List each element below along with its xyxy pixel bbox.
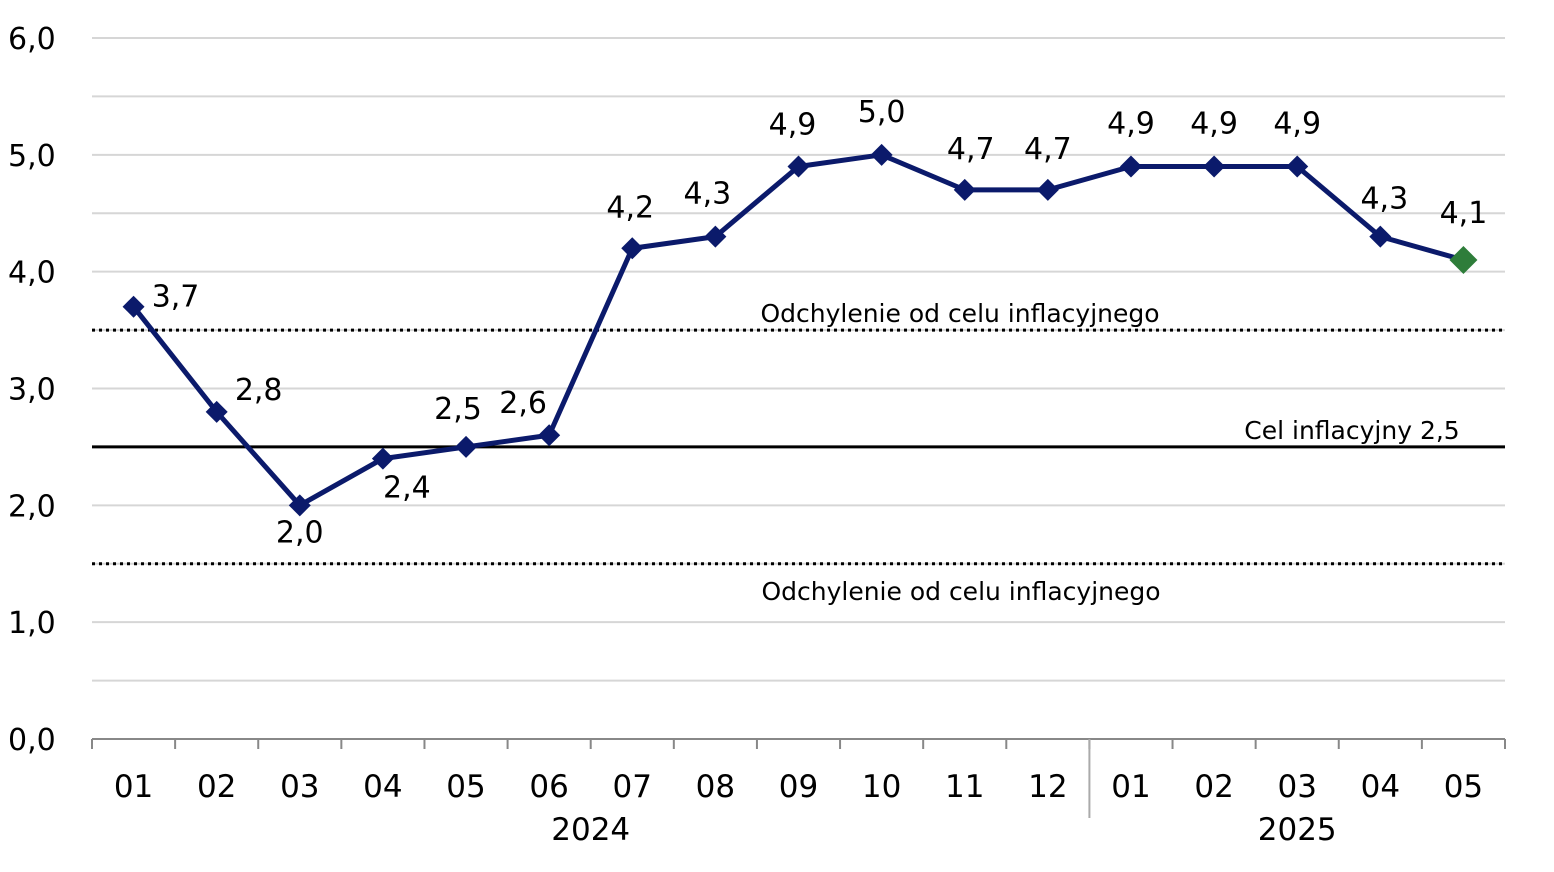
y-tick-label: 2,0 bbox=[8, 489, 56, 524]
x-tick-label: 05 bbox=[446, 769, 485, 805]
x-tick-label: 01 bbox=[1111, 769, 1150, 805]
data-label: 4,1 bbox=[1440, 196, 1488, 231]
y-tick-label: 0,0 bbox=[8, 723, 56, 758]
y-tick-label: 4,0 bbox=[8, 256, 56, 291]
year-label: 2025 bbox=[1258, 812, 1337, 848]
x-tick-label: 02 bbox=[197, 769, 236, 805]
data-label: 2,4 bbox=[383, 471, 431, 506]
reference-lines: Odchylenie od celu inflacyjnego Cel infla… bbox=[92, 299, 1505, 606]
data-label: 2,0 bbox=[276, 515, 324, 550]
x-tick-label: 02 bbox=[1194, 769, 1233, 805]
data-label: 2,6 bbox=[499, 386, 547, 421]
data-point-marker bbox=[205, 400, 228, 423]
x-axis: 01 02 03 04 05 06 07 08 09 10 11 12 01 02 03 04 05 2024 20… bbox=[91, 738, 1506, 848]
x-tick-label: 04 bbox=[1361, 769, 1400, 805]
data-label: 4,3 bbox=[1360, 182, 1408, 217]
data-label: 4,9 bbox=[1107, 107, 1155, 142]
reference-line-label: Cel inflacyjny 2,5 bbox=[1244, 416, 1459, 445]
x-tick-label: 06 bbox=[529, 769, 568, 805]
data-label: 2,8 bbox=[235, 373, 283, 408]
data-point-marker bbox=[1036, 178, 1059, 201]
x-tick-label: 01 bbox=[114, 769, 153, 805]
data-label: 4,3 bbox=[684, 177, 732, 212]
x-tick-label: 11 bbox=[945, 769, 984, 805]
data-point-marker bbox=[953, 178, 976, 201]
data-point-marker bbox=[1203, 155, 1226, 178]
x-tick-label: 10 bbox=[862, 769, 901, 805]
year-label: 2024 bbox=[551, 812, 630, 848]
y-tick-label: 1,0 bbox=[8, 606, 56, 641]
series-line bbox=[122, 143, 1478, 517]
x-tick-label: 12 bbox=[1028, 769, 1067, 805]
x-tick-label: 09 bbox=[779, 769, 818, 805]
data-label: 4,7 bbox=[1024, 132, 1072, 167]
data-point-marker bbox=[1119, 155, 1142, 178]
data-label: 4,9 bbox=[1190, 107, 1238, 142]
data-point-marker bbox=[704, 225, 727, 248]
y-tick-label: 3,0 bbox=[8, 373, 56, 408]
x-tick-label: 03 bbox=[1277, 769, 1316, 805]
data-point-marker bbox=[1369, 225, 1392, 248]
data-point-marker bbox=[371, 447, 394, 470]
x-tick-label: 04 bbox=[363, 769, 402, 805]
x-tick-label: 05 bbox=[1444, 769, 1483, 805]
reference-line-label: Odchylenie od celu inflacyjnego bbox=[760, 299, 1159, 328]
data-point-marker bbox=[538, 424, 561, 447]
data-point-marker bbox=[288, 494, 311, 517]
data-point-marker bbox=[455, 435, 478, 458]
reference-line-label: Odchylenie od celu inflacyjnego bbox=[761, 577, 1160, 606]
data-label: 2,5 bbox=[434, 392, 482, 427]
data-point-marker bbox=[122, 295, 145, 318]
y-tick-label: 5,0 bbox=[8, 139, 56, 174]
data-point-marker bbox=[1286, 155, 1309, 178]
data-point-marker bbox=[787, 155, 810, 178]
data-point-marker bbox=[621, 237, 644, 260]
x-tick-label: 07 bbox=[613, 769, 652, 805]
data-label: 4,9 bbox=[769, 108, 817, 143]
y-axis-ticks: 0,0 1,0 2,0 3,0 4,0 5,0 6,0 bbox=[8, 22, 56, 758]
y-tick-label: 6,0 bbox=[8, 22, 56, 57]
data-label: 4,2 bbox=[606, 190, 654, 225]
x-tick-label: 03 bbox=[280, 769, 319, 805]
data-point-marker bbox=[870, 143, 893, 166]
x-tick-label: 08 bbox=[696, 769, 735, 805]
data-label: 3,7 bbox=[152, 280, 200, 315]
data-label: 5,0 bbox=[858, 95, 906, 130]
data-labels: 3,7 2,8 2,0 2,4 2,5 2,6 4,2 4,3 4,9 5,0 4,7 4,7 4,9 4… bbox=[152, 95, 1488, 550]
data-label: 4,9 bbox=[1273, 107, 1321, 142]
data-point-marker bbox=[1449, 245, 1478, 274]
data-label: 4,7 bbox=[947, 132, 995, 167]
